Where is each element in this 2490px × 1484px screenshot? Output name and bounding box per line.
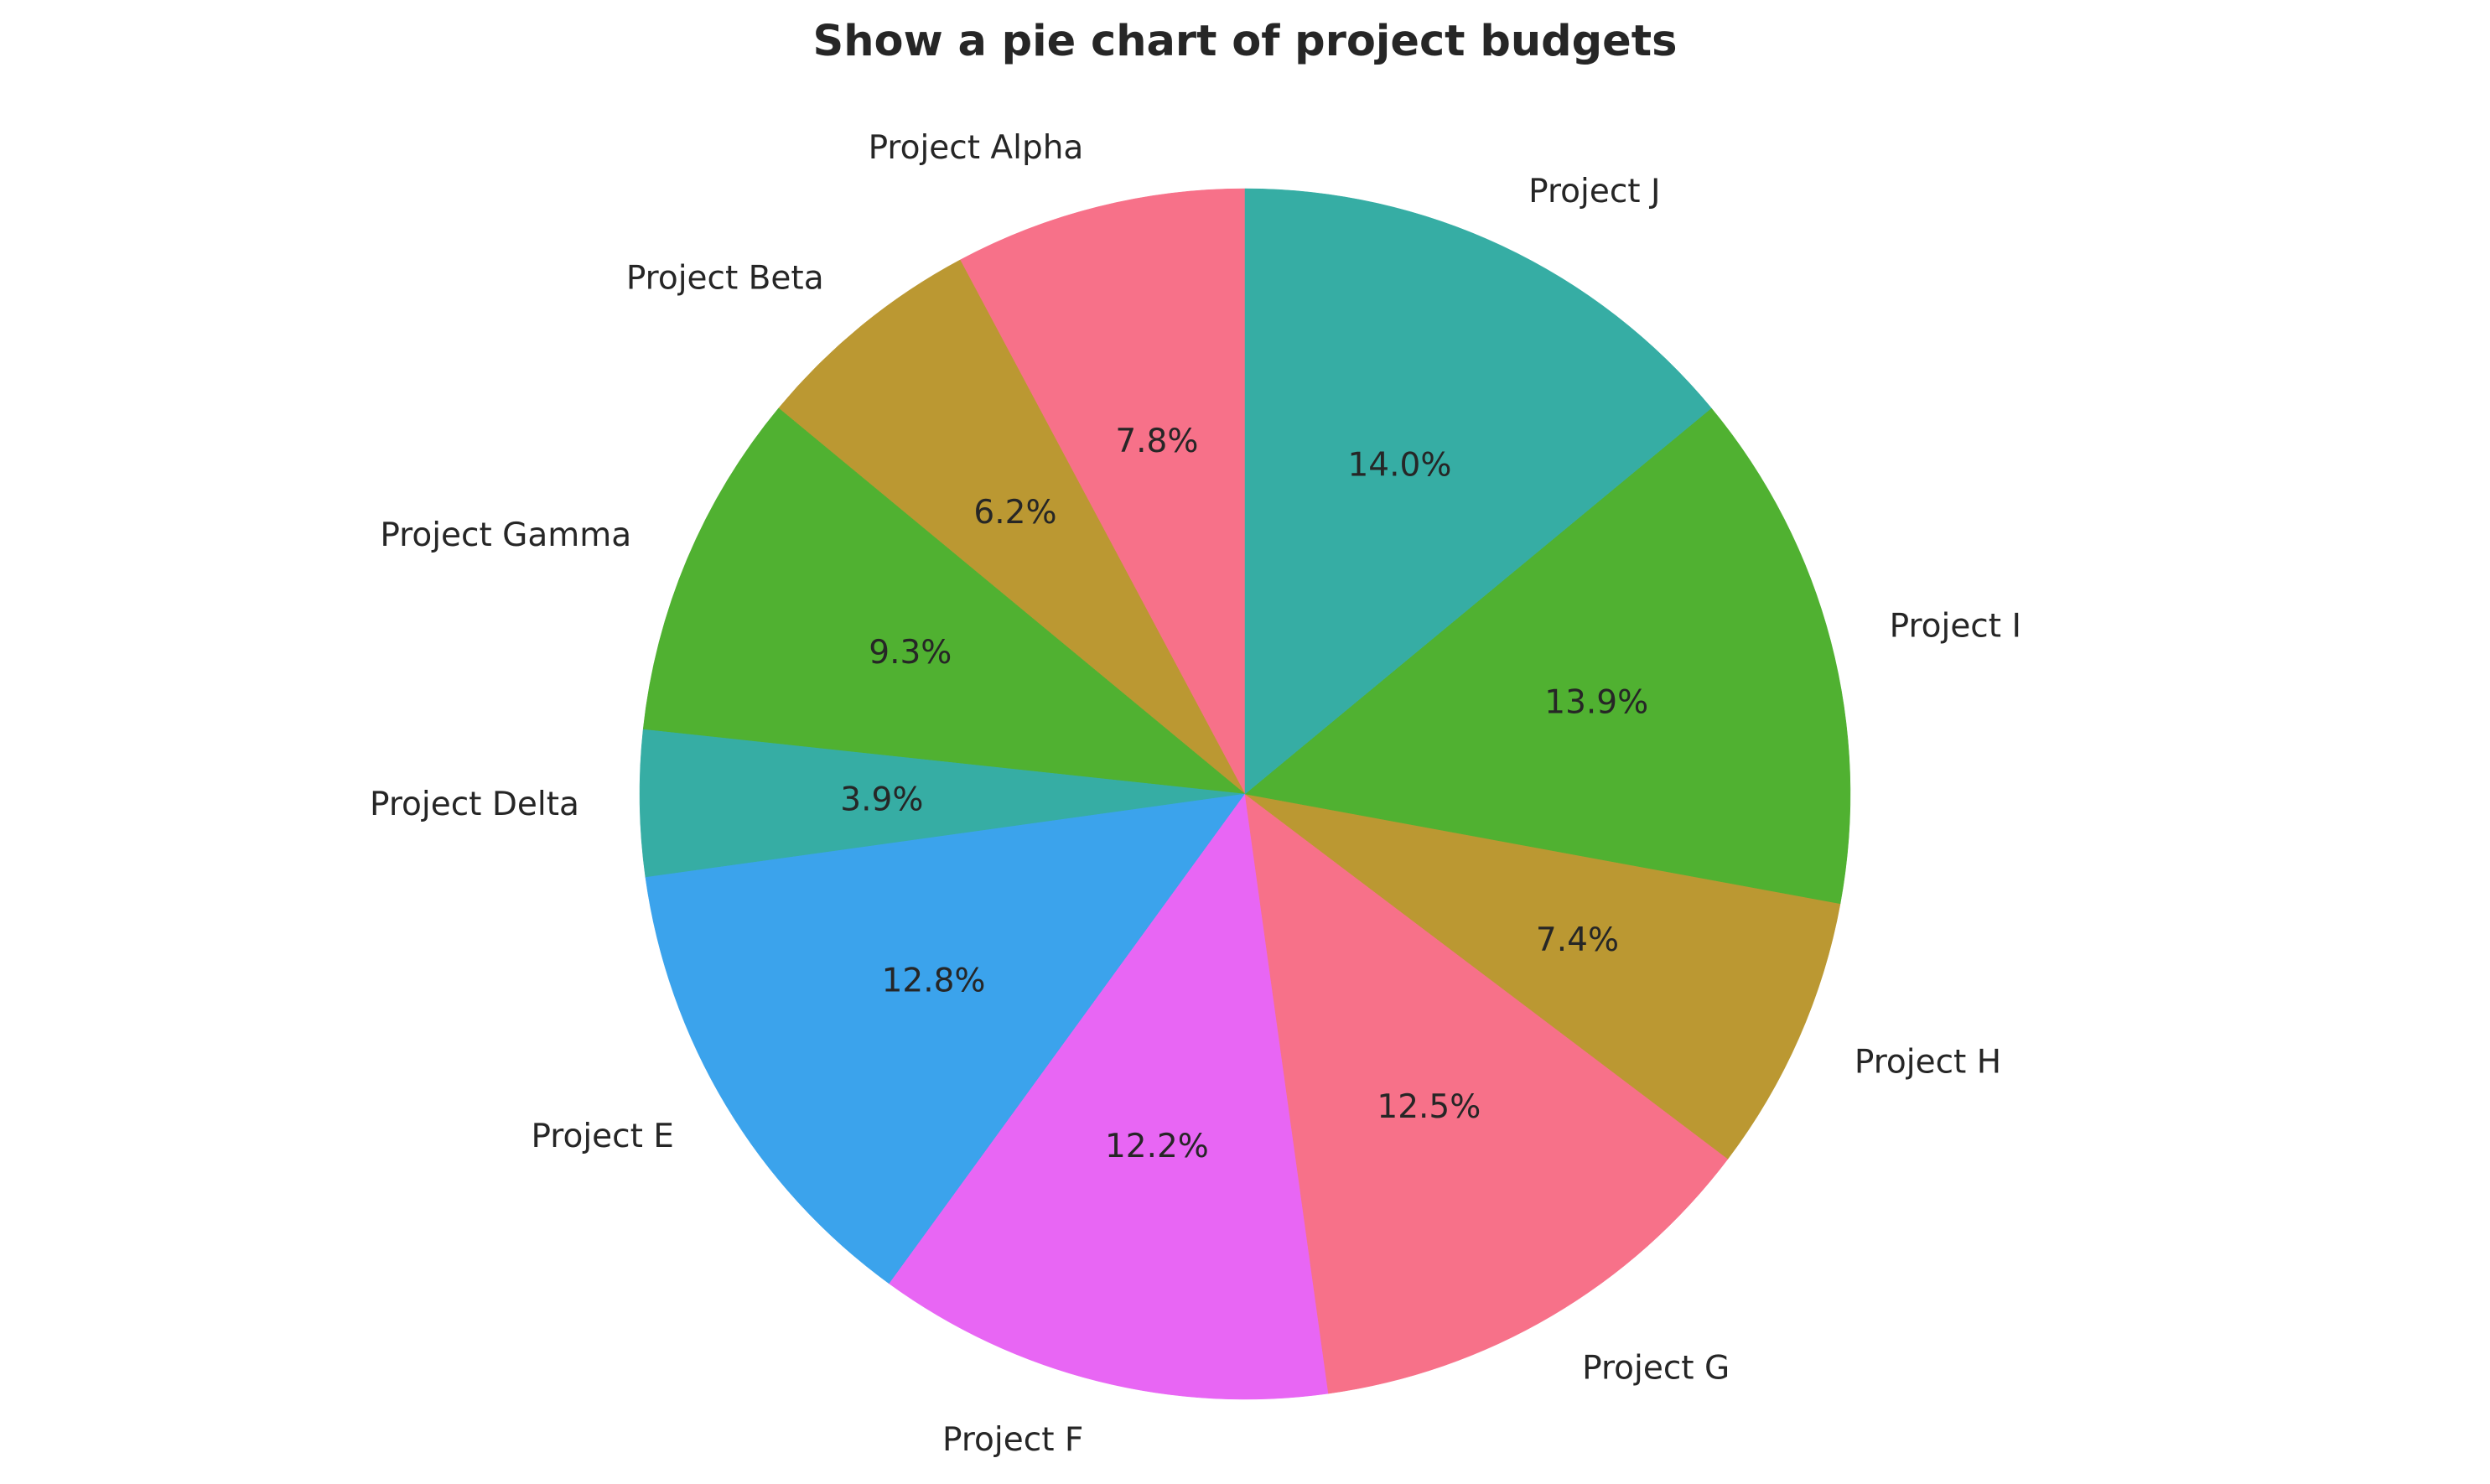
labels-layer: 7.8% Project Alpha 6.2% Project Beta 9.3% Pro… <box>370 129 2021 1459</box>
pie-category-label-project-alpha: Project Alpha <box>869 129 1084 167</box>
pie-pct-label-project-f: 12.2% <box>1105 1128 1209 1165</box>
pie-category-label-project-g: Project G <box>1582 1349 1730 1387</box>
pie-slice-project-beta <box>778 259 1246 795</box>
pie-slice-project-alpha <box>959 188 1246 795</box>
pie-pct-label-project-g: 12.5% <box>1377 1088 1481 1126</box>
pie-slice-project-i <box>1244 407 1851 905</box>
pie-category-label-project-gamma: Project Gamma <box>380 516 631 554</box>
pie-category-label-project-h: Project H <box>1855 1043 2001 1081</box>
pie-category-label-project-i: Project I <box>1890 608 2021 646</box>
pie-pct-label-project-alpha: 7.8% <box>1115 423 1198 460</box>
pie-slice-project-g <box>1244 793 1729 1394</box>
pie-pct-label-project-e: 12.8% <box>882 962 986 999</box>
pie-slice-project-h <box>1244 793 1841 1160</box>
chart-title: Show a pie chart of project budgets <box>813 17 1678 66</box>
pie-category-label-project-delta: Project Delta <box>370 786 579 823</box>
pie-pct-label-project-beta: 6.2% <box>973 494 1056 532</box>
pie-category-label-project-e: Project E <box>531 1118 673 1155</box>
pie-slice-project-j <box>1244 188 1712 795</box>
pie-category-label-project-beta: Project Beta <box>626 259 824 297</box>
pie-category-label-project-j: Project J <box>1528 173 1660 210</box>
pie-slice-project-gamma <box>642 407 1246 795</box>
pie-pct-label-project-h: 7.4% <box>1536 921 1619 959</box>
pie-slice-project-e <box>645 793 1246 1284</box>
slices-layer <box>639 188 1851 1400</box>
pie-pct-label-project-gamma: 9.3% <box>869 634 952 672</box>
pie-category-label-project-f: Project F <box>942 1421 1083 1459</box>
pie-slice-project-f <box>889 793 1329 1400</box>
pie-pct-label-project-i: 13.9% <box>1544 683 1648 721</box>
pie-pct-label-project-delta: 3.9% <box>840 781 923 818</box>
pie-pct-label-project-j: 14.0% <box>1347 447 1451 485</box>
